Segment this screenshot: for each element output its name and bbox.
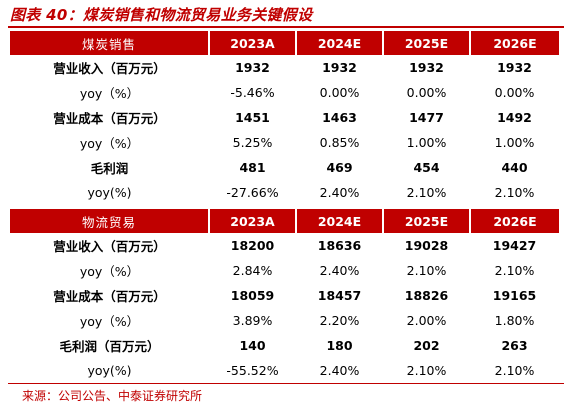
figure-title: 图表 40：煤炭销售和物流贸易业务关键假设 [10, 6, 313, 24]
source-divider [8, 383, 564, 384]
row-label: yoy（%） [79, 264, 140, 279]
table-cell: 3.89% [232, 313, 273, 328]
year-header: 2025E [382, 209, 470, 233]
table-cell: 18059 [230, 288, 275, 303]
table-row: 营业成本（百万元） 18059 18457 18826 19165 [10, 283, 559, 308]
table-cell: 1932 [235, 60, 270, 75]
row-label: 毛利润（百万元） [59, 339, 160, 354]
table-cell: 1.80% [494, 313, 535, 328]
row-label: yoy（%） [79, 86, 140, 101]
table-cell: 18457 [317, 288, 362, 303]
row-label: yoy(%) [87, 185, 132, 200]
table-cell: 1.00% [494, 135, 535, 150]
table-row: 营业成本（百万元） 1451 1463 1477 1492 [10, 105, 559, 130]
row-label: yoy(%) [87, 363, 132, 378]
table-cell: 2.00% [406, 313, 447, 328]
table-cell: 5.25% [232, 135, 273, 150]
year-header: 2023A [208, 31, 296, 55]
table-cell: 0.00% [406, 85, 447, 100]
table-cell: 2.10% [494, 363, 535, 378]
assumptions-table: 煤炭销售 2023A 2024E 2025E 2026E 营业收入（百万元） 1… [10, 31, 559, 383]
table-cell: 1.00% [406, 135, 447, 150]
table-cell: 19028 [404, 238, 449, 253]
table-row: yoy（%） 5.25% 0.85% 1.00% 1.00% [10, 130, 559, 155]
table-cell: 2.10% [406, 185, 447, 200]
year-header: 2023A [208, 209, 296, 233]
table-cell: 1932 [497, 60, 532, 75]
table-cell: -5.46% [230, 85, 275, 100]
table-cell: 469 [326, 160, 353, 175]
row-label: 营业收入（百万元） [53, 61, 166, 76]
table-cell: 0.85% [319, 135, 360, 150]
table-cell: 440 [501, 160, 528, 175]
row-label: 毛利润 [90, 161, 129, 176]
table-cell: -27.66% [226, 185, 279, 200]
table-row: 营业收入（百万元） 18200 18636 19028 19427 [10, 233, 559, 258]
year-header: 2024E [295, 31, 383, 55]
table-cell: 18200 [230, 238, 275, 253]
table-cell: 1477 [409, 110, 444, 125]
table-row: 毛利润（百万元） 140 180 202 263 [10, 333, 559, 358]
table-cell: 2.10% [494, 263, 535, 278]
section-header-coal: 煤炭销售 2023A 2024E 2025E 2026E [10, 31, 559, 55]
table-cell: 2.20% [319, 313, 360, 328]
row-label: 营业成本（百万元） [53, 111, 166, 126]
year-header: 2024E [295, 209, 383, 233]
table-cell: 180 [326, 338, 353, 353]
year-header: 2026E [469, 209, 559, 233]
table-cell: 2.84% [232, 263, 273, 278]
table-row: yoy（%） -5.46% 0.00% 0.00% 0.00% [10, 80, 559, 105]
row-label: 营业收入（百万元） [53, 239, 166, 254]
row-label: yoy（%） [79, 314, 140, 329]
table-cell: 0.00% [319, 85, 360, 100]
table-cell: 202 [413, 338, 440, 353]
year-header: 2025E [382, 31, 470, 55]
row-label: 营业成本（百万元） [53, 289, 166, 304]
table-cell: 0.00% [494, 85, 535, 100]
section-header-logistics: 物流贸易 2023A 2024E 2025E 2026E [10, 209, 559, 233]
table-row: yoy(%) -55.52% 2.40% 2.10% 2.10% [10, 358, 559, 383]
table-row: yoy(%) -27.66% 2.40% 2.10% 2.10% [10, 180, 559, 205]
table-cell: 19427 [492, 238, 537, 253]
title-divider [8, 26, 564, 28]
table-cell: 454 [413, 160, 440, 175]
table-row: yoy（%） 2.84% 2.40% 2.10% 2.10% [10, 258, 559, 283]
table-cell: 2.10% [406, 363, 447, 378]
year-header: 2026E [469, 31, 559, 55]
table-cell: 2.10% [494, 185, 535, 200]
section-title: 物流贸易 [10, 209, 209, 233]
table-cell: 2.40% [319, 185, 360, 200]
table-cell: -55.52% [226, 363, 279, 378]
table-cell: 263 [501, 338, 528, 353]
table-cell: 1932 [409, 60, 444, 75]
table-cell: 1492 [497, 110, 532, 125]
section-title: 煤炭销售 [10, 31, 209, 55]
table-row: 营业收入（百万元） 1932 1932 1932 1932 [10, 55, 559, 80]
table-row: 毛利润 481 469 454 440 [10, 155, 559, 180]
row-label: yoy（%） [79, 136, 140, 151]
table-cell: 2.40% [319, 263, 360, 278]
table-cell: 1463 [322, 110, 357, 125]
table-cell: 18826 [404, 288, 449, 303]
table-cell: 2.10% [406, 263, 447, 278]
table-cell: 18636 [317, 238, 362, 253]
source-note: 来源：公司公告、中泰证券研究所 [22, 389, 203, 403]
table-row: yoy（%） 3.89% 2.20% 2.00% 1.80% [10, 308, 559, 333]
table-cell: 19165 [492, 288, 537, 303]
table-cell: 1932 [322, 60, 357, 75]
table-cell: 481 [239, 160, 266, 175]
table-cell: 2.40% [319, 363, 360, 378]
table-cell: 1451 [235, 110, 270, 125]
table-cell: 140 [239, 338, 266, 353]
